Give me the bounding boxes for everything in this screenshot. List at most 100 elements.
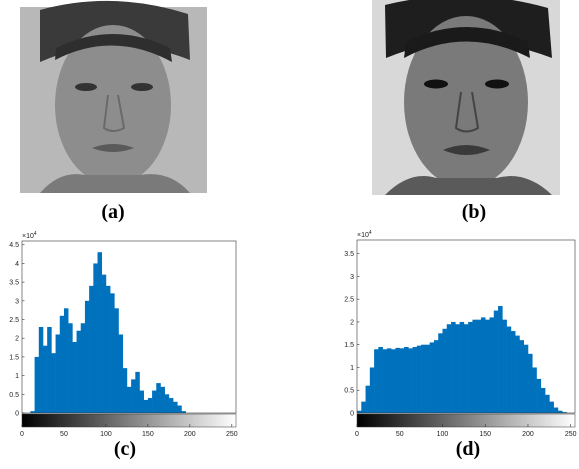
bar xyxy=(382,349,388,413)
axes-box xyxy=(21,240,237,414)
y-multiplier-base: ×10 xyxy=(357,232,369,239)
bar xyxy=(126,386,132,413)
bar xyxy=(399,348,405,413)
bar xyxy=(421,344,426,413)
face-image xyxy=(20,0,207,193)
bar xyxy=(536,378,542,413)
y-tick-label: 3.5 xyxy=(9,280,19,287)
bar xyxy=(553,407,559,413)
x-tick-label: 150 xyxy=(142,431,154,438)
y-multiplier: ×104 xyxy=(357,230,372,239)
bar xyxy=(34,356,40,413)
bar xyxy=(80,323,86,413)
bar xyxy=(463,324,469,413)
x-tick-label: 100 xyxy=(100,431,112,438)
y-tick-label: 0.5 xyxy=(9,392,19,399)
bar xyxy=(101,274,107,413)
bar xyxy=(47,327,52,413)
x-tick-label: 50 xyxy=(60,431,68,438)
y-multiplier-power: 4 xyxy=(34,231,37,237)
y-tick-label: 2 xyxy=(350,319,354,326)
y-tick-label: 1.5 xyxy=(9,354,19,361)
bar xyxy=(515,335,520,413)
bar xyxy=(532,367,537,413)
bar xyxy=(76,330,82,413)
bar xyxy=(59,315,65,413)
bar xyxy=(118,334,124,413)
y-tick-label: 0.5 xyxy=(344,388,354,395)
bar xyxy=(365,385,371,413)
x-tick-label: 150 xyxy=(479,431,491,438)
bar xyxy=(489,317,495,413)
bar xyxy=(173,401,178,413)
axes-box xyxy=(356,239,576,414)
y-tick-label: 1.5 xyxy=(344,342,354,349)
bar xyxy=(545,394,550,413)
y-tick-label: 4.5 xyxy=(9,242,19,249)
x-tick-label: 50 xyxy=(396,431,404,438)
bar xyxy=(416,345,422,413)
bar xyxy=(378,346,383,413)
bar xyxy=(357,410,362,413)
bar xyxy=(451,321,456,413)
bar xyxy=(122,368,128,413)
y-multiplier: ×104 xyxy=(22,231,37,240)
y-tick-label: 0 xyxy=(15,411,19,418)
bar xyxy=(164,394,170,413)
bar xyxy=(455,324,460,413)
bar xyxy=(446,324,452,413)
y-tick-label: 3 xyxy=(15,298,19,305)
bar xyxy=(156,383,161,413)
face-image xyxy=(372,0,560,195)
bar xyxy=(557,410,563,413)
bar xyxy=(562,412,567,413)
bar xyxy=(498,306,503,413)
caption: (b) xyxy=(462,201,486,223)
bar xyxy=(429,342,435,413)
bar xyxy=(391,349,396,413)
bar xyxy=(131,379,136,413)
y-multiplier-power: 4 xyxy=(369,230,372,236)
bar xyxy=(476,319,482,413)
bar xyxy=(506,326,512,413)
bar xyxy=(361,401,366,413)
y-multiplier-base: ×10 xyxy=(22,233,34,240)
y-tick-label: 1 xyxy=(15,373,19,380)
bar xyxy=(72,341,77,413)
bar xyxy=(374,349,379,413)
x-tick-label: 200 xyxy=(522,431,534,438)
bar xyxy=(369,367,375,413)
bar xyxy=(152,390,157,413)
bar xyxy=(55,334,61,413)
bar xyxy=(468,321,473,413)
bar xyxy=(139,390,144,413)
bar xyxy=(147,398,153,413)
bar xyxy=(160,386,165,413)
bar xyxy=(84,300,90,413)
bar xyxy=(177,405,182,413)
bar xyxy=(459,321,465,413)
y-tick-label: 3 xyxy=(350,274,354,281)
x-tick-label: 100 xyxy=(437,431,449,438)
bar xyxy=(93,263,98,413)
bar xyxy=(485,319,490,413)
caption: (d) xyxy=(456,438,480,460)
colorbar xyxy=(356,413,576,428)
bar xyxy=(38,327,44,413)
bar xyxy=(519,340,525,413)
bar xyxy=(42,345,48,413)
bar xyxy=(51,353,56,413)
bar xyxy=(527,353,533,413)
x-tick-label: 250 xyxy=(226,431,238,438)
bar xyxy=(110,293,115,413)
y-tick-label: 2.5 xyxy=(344,297,354,304)
bar xyxy=(143,399,149,413)
bar xyxy=(438,333,443,413)
bar xyxy=(510,331,516,413)
x-tick-label: 0 xyxy=(355,431,359,438)
bar xyxy=(386,348,392,413)
bar xyxy=(549,401,554,413)
bar xyxy=(135,371,140,413)
bar xyxy=(425,344,430,413)
